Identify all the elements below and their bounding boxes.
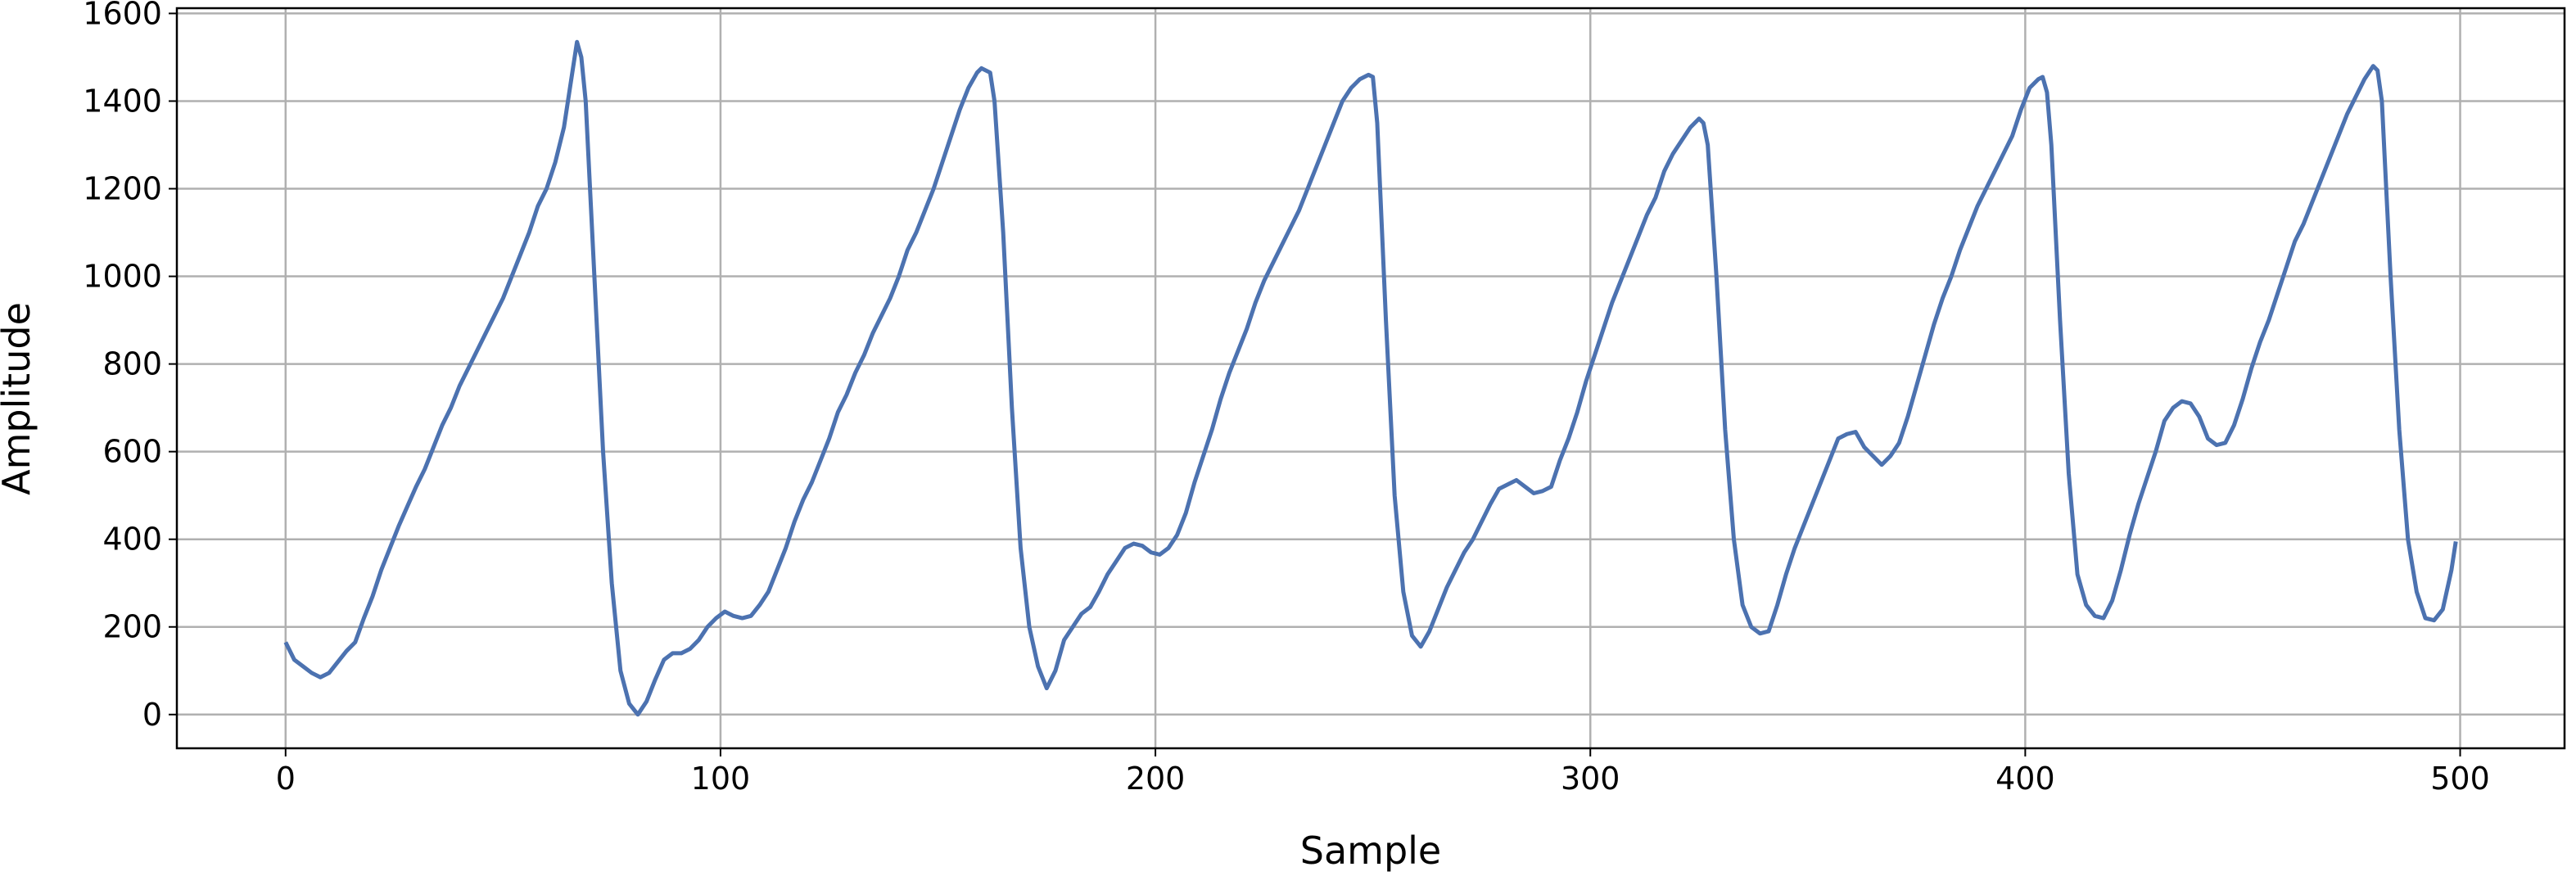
y-tick-label: 800 [102, 346, 162, 382]
x-tick-label: 500 [2430, 761, 2490, 797]
y-axis-label: Amplitude [0, 302, 38, 495]
y-tick-label: 600 [102, 434, 162, 470]
y-tick-label: 1600 [83, 0, 162, 31]
x-tick-label: 200 [1126, 761, 1186, 797]
y-tick-label: 200 [102, 609, 162, 645]
y-tick-label: 1400 [83, 83, 162, 119]
y-tick-label: 1000 [83, 259, 162, 295]
x-tick-label: 100 [691, 761, 751, 797]
data-line [283, 39, 2458, 717]
y-tick-label: 0 [142, 697, 162, 733]
y-tick-label: 400 [102, 522, 162, 558]
plot-frame [175, 7, 2566, 750]
y-tick-label: 1200 [83, 171, 162, 207]
x-axis-label: Sample [1300, 829, 1441, 873]
x-tick-label: 300 [1561, 761, 1620, 797]
x-tick-label: 400 [1995, 761, 2055, 797]
x-tick-label: 0 [276, 761, 296, 797]
